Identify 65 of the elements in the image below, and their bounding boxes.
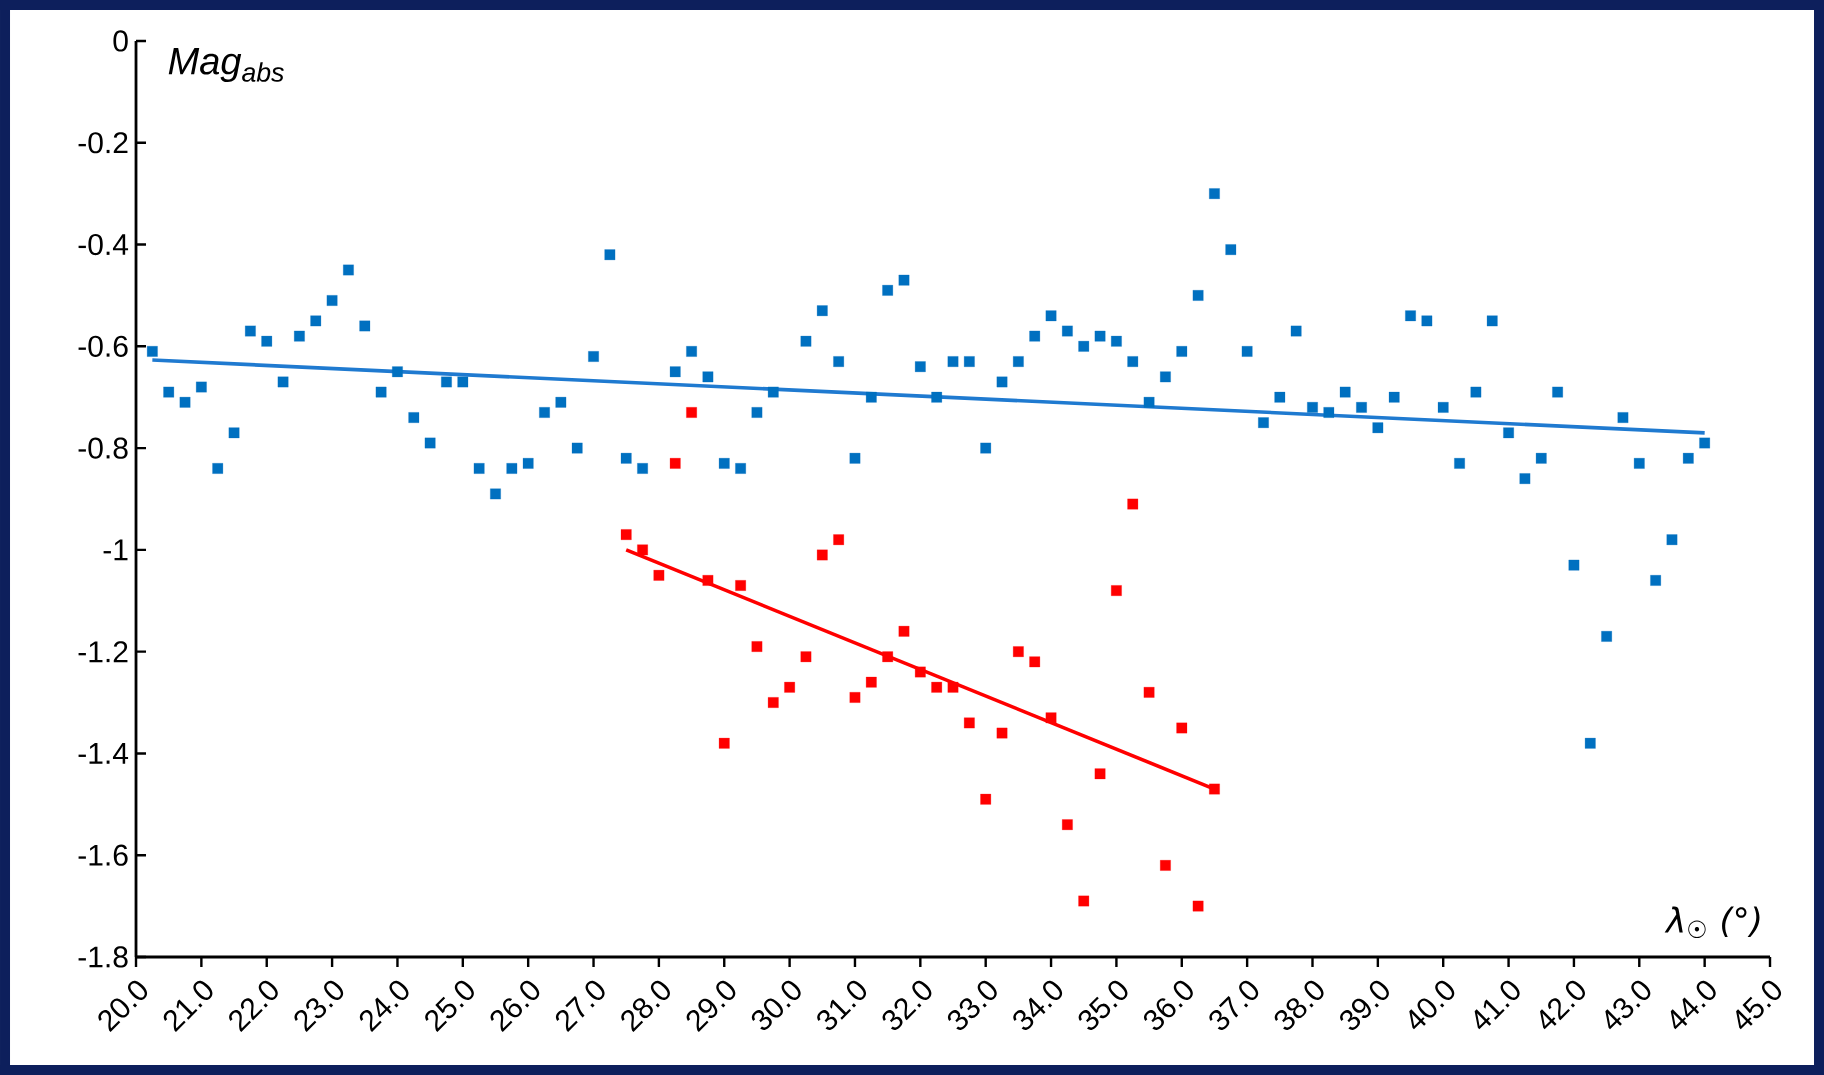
point xyxy=(1062,819,1073,830)
point xyxy=(784,681,795,693)
point xyxy=(931,681,942,693)
x-tick-label: 40.0 xyxy=(1409,980,1455,1030)
point xyxy=(1045,712,1057,724)
x-tick-label: 42.0 xyxy=(1540,980,1585,1030)
point xyxy=(686,407,697,418)
point xyxy=(1160,860,1171,871)
point xyxy=(996,727,1008,739)
point xyxy=(1111,585,1122,596)
x-tick-label: 37.0 xyxy=(1209,980,1259,1030)
point xyxy=(653,570,665,581)
point xyxy=(849,692,861,703)
y-tick-label: -1 xyxy=(103,539,128,561)
y-tick-label: -1.4 xyxy=(78,743,129,764)
point xyxy=(1029,656,1041,668)
y-tick-label: -0.8 xyxy=(78,437,128,459)
x-tick-label: 43.0 xyxy=(1605,980,1651,1030)
y-tick-label: -0.2 xyxy=(78,132,128,154)
x-axis-title: λ$_{☉}$ (°) xyxy=(1664,906,1760,938)
x-tick-label: 31.0 xyxy=(817,980,867,1030)
point xyxy=(637,544,648,556)
point xyxy=(816,549,828,561)
point xyxy=(865,676,877,688)
point xyxy=(1176,722,1188,734)
x-tick-label: 44.0 xyxy=(1670,980,1716,1030)
point xyxy=(1094,768,1106,780)
point xyxy=(800,651,812,663)
point xyxy=(1127,498,1139,510)
point xyxy=(1143,687,1155,698)
point xyxy=(1078,895,1090,907)
x-tick-label: 41.0 xyxy=(1474,980,1520,1030)
point xyxy=(718,737,730,749)
x-tick-label: 36.0 xyxy=(1143,980,1193,1030)
point xyxy=(964,717,975,729)
x-tick-label: 45.0 xyxy=(1736,980,1782,1030)
point xyxy=(898,625,910,637)
x-tick-label: 32.0 xyxy=(882,980,932,1030)
y-tick-label: -0.6 xyxy=(78,335,128,357)
point xyxy=(1013,646,1024,657)
point xyxy=(767,697,779,708)
x-tick-label: 35.0 xyxy=(1078,980,1128,1030)
point xyxy=(833,534,844,546)
point xyxy=(669,458,681,469)
point xyxy=(735,580,746,591)
x-tick-label: 33.0 xyxy=(947,980,997,1030)
y-tick-label: -1.8 xyxy=(78,946,128,968)
point xyxy=(620,529,632,540)
point xyxy=(980,793,992,805)
x-tick-label: 39.0 xyxy=(1340,980,1389,1030)
y-tick-label: 0 xyxy=(113,30,128,52)
point xyxy=(1192,900,1204,912)
y-tick-label: -1.6 xyxy=(78,844,128,866)
y-axis-title: Mag$_{abs}$ xyxy=(168,48,284,83)
x-tick-label: 34.0 xyxy=(1013,980,1063,1030)
point xyxy=(751,641,763,652)
point xyxy=(915,666,926,678)
y-tick-label: -0.4 xyxy=(78,233,129,256)
y-tick-label: -1.2 xyxy=(78,641,128,663)
point xyxy=(1209,783,1220,795)
x-tick-label: 38.0 xyxy=(1274,980,1324,1030)
x-tick-label: 30.0 xyxy=(751,980,801,1030)
point xyxy=(882,651,893,663)
point xyxy=(947,681,959,693)
point xyxy=(702,575,714,586)
